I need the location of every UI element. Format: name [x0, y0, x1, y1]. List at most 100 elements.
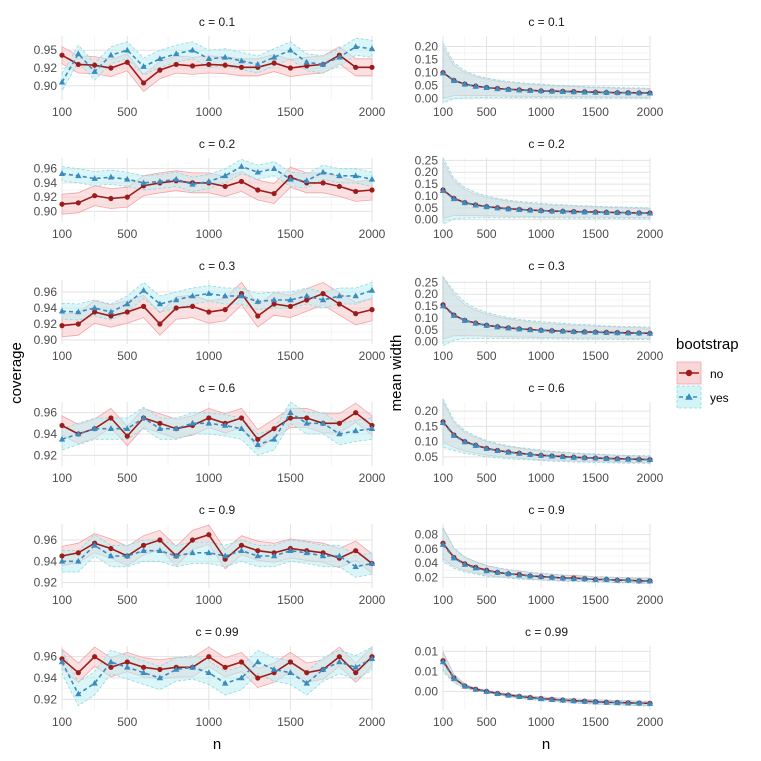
data-point-yes [581, 88, 588, 95]
confidence-band-yes [61, 646, 373, 707]
x-tick-label: 1500 [277, 349, 304, 363]
y-tick-label: 0.02 [415, 570, 439, 584]
y-tick-label: 0.20 [415, 287, 439, 301]
data-point-yes [505, 205, 512, 212]
data-point-yes [173, 425, 180, 431]
x-tick-label: 100 [52, 349, 72, 363]
data-point-yes [516, 693, 523, 699]
y-tick-label: 0.10 [415, 311, 439, 325]
data-point-yes [537, 207, 545, 213]
y-tick-label: 0.15 [415, 53, 439, 67]
data-point-yes [635, 455, 643, 462]
y-tick-label: 0.00 [415, 335, 439, 349]
panel-10: c = 0.9 100 500 1000 1500 2000 0.020.040.060.0… [415, 503, 664, 607]
data-point-yes [646, 89, 654, 96]
data-point-yes [494, 323, 501, 330]
x-tick-label: 100 [52, 105, 72, 119]
data-point-yes [124, 552, 131, 559]
data-point-no [157, 420, 163, 426]
data-point-yes [526, 206, 534, 213]
x-tick-label: 100 [433, 715, 453, 729]
data-point-yes [635, 577, 643, 584]
data-point-no [238, 415, 245, 421]
data-point-no [353, 410, 359, 416]
confidence-band-yes [442, 398, 651, 464]
data-point-no [336, 183, 342, 190]
confidence-band-yes [61, 401, 373, 456]
data-point-yes [156, 674, 164, 681]
panel-title: c = 0.1 [528, 15, 565, 29]
data-point-yes [173, 175, 180, 182]
data-point-no [369, 307, 375, 313]
data-point-no [271, 190, 277, 197]
x-tick-label: 1000 [195, 227, 222, 241]
data-point-yes [614, 329, 621, 336]
confidence-band-yes [442, 652, 651, 707]
y-tick-label: 0.10 [415, 66, 439, 80]
data-point-yes [58, 435, 66, 442]
x-tick-label: 1500 [277, 471, 304, 485]
x-tick-label: 1000 [528, 471, 555, 485]
data-point-no [92, 654, 98, 660]
panel-9: c = 0.9 100 500 1000 1500 2000 0.92 0.94 0.96 [34, 503, 386, 607]
data-point-yes [140, 63, 147, 69]
data-point-no [255, 675, 261, 681]
data-point-no [75, 61, 81, 68]
data-point-yes [319, 61, 327, 67]
data-point-no [271, 426, 277, 432]
data-point-no [287, 415, 294, 421]
panel-title: c = 0.6 [199, 381, 236, 395]
series-line-no [61, 655, 373, 679]
data-point-yes [303, 549, 310, 556]
legend: bootstrap no yes [676, 336, 739, 409]
data-point-yes [570, 697, 577, 704]
x-tick-label: 100 [52, 715, 72, 729]
y-tick-label: 0.92 [34, 317, 58, 331]
data-point-yes [548, 452, 556, 459]
data-point-yes [254, 61, 261, 67]
data-point-no [222, 62, 228, 68]
data-point-yes [58, 78, 66, 85]
x-tick-label: 100 [433, 227, 453, 241]
data-point-no [108, 195, 114, 202]
data-point-no [320, 291, 326, 297]
x-tick-label: 1000 [528, 715, 555, 729]
data-point-yes [505, 691, 512, 698]
data-point-no [206, 654, 212, 660]
y-tick-label: 0.90 [34, 204, 58, 218]
data-point-yes [336, 292, 343, 299]
data-point-yes [270, 666, 278, 672]
data-point-yes [58, 658, 66, 665]
panel-title: c = 0.9 [528, 503, 565, 517]
y-tick-label: 0.01 [415, 644, 439, 658]
data-point-yes [494, 447, 501, 454]
data-point-yes [58, 170, 66, 176]
data-point-yes [570, 88, 577, 95]
series-line-no [61, 292, 373, 327]
data-point-yes [303, 419, 310, 426]
data-point-yes [91, 175, 98, 181]
data-point-yes [614, 89, 621, 95]
data-point-yes [319, 552, 327, 559]
x-tick-label: 100 [52, 471, 72, 485]
x-tick-label: 100 [433, 593, 453, 607]
data-point-yes [646, 456, 654, 462]
x-axis-title-left: n [213, 736, 221, 753]
data-point-yes [303, 679, 310, 686]
y-tick-label: 0.96 [34, 533, 58, 547]
data-point-no [140, 664, 147, 670]
data-point-yes [107, 552, 115, 559]
data-point-yes [505, 86, 512, 92]
data-point-yes [319, 168, 327, 175]
data-point-no [369, 64, 375, 70]
data-point-no [59, 52, 65, 58]
x-tick-label: 2000 [637, 593, 664, 607]
data-point-yes [592, 698, 599, 705]
x-tick-label: 1000 [528, 105, 555, 119]
data-point-yes [205, 55, 213, 62]
data-point-yes [91, 68, 98, 74]
data-point-yes [189, 180, 196, 187]
data-point-yes [559, 88, 567, 94]
data-point-no [157, 321, 163, 327]
legend-key-no-marker [685, 369, 693, 377]
